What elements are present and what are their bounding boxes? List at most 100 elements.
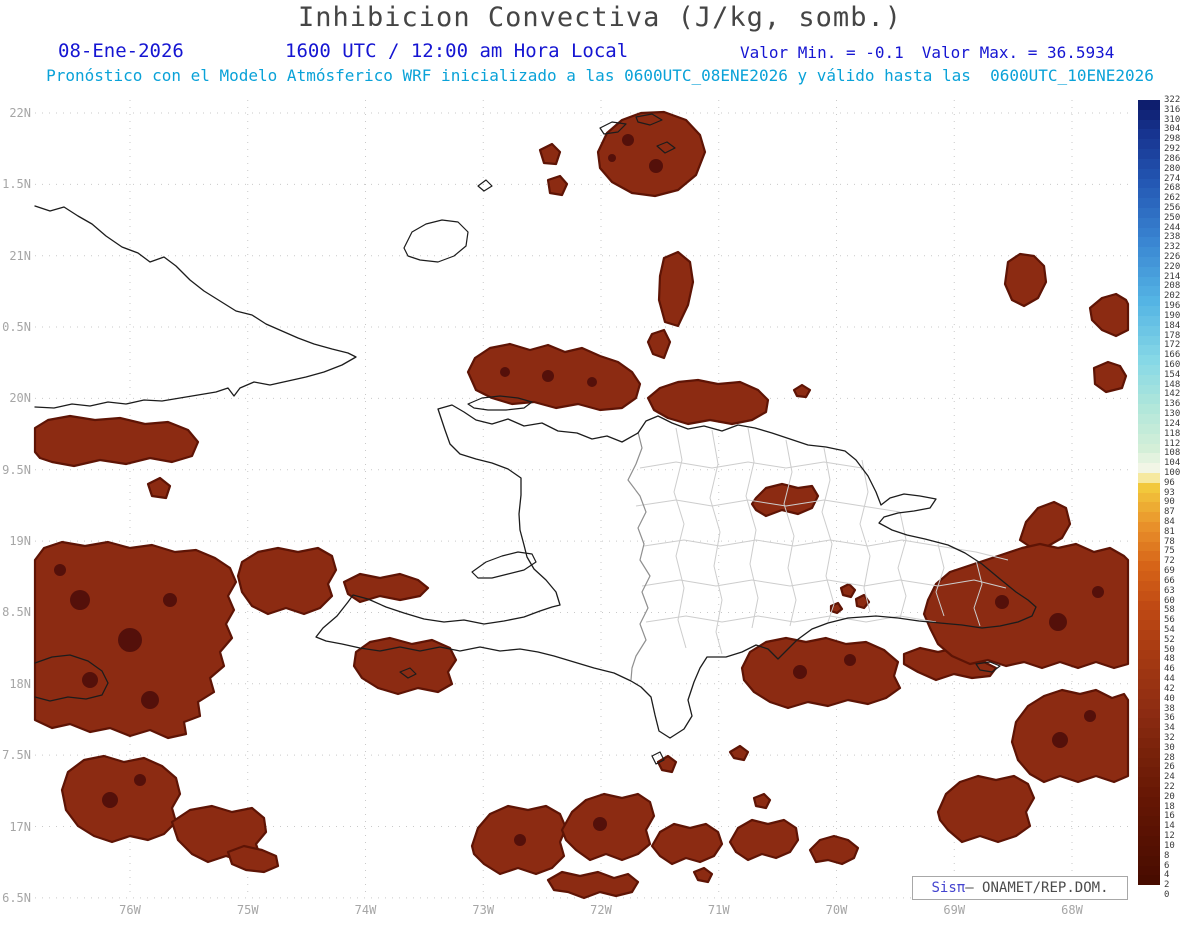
colorbar-cell — [1138, 845, 1160, 857]
colorbar-cell — [1138, 816, 1160, 827]
lon-tick-label: 73W — [472, 903, 495, 917]
cin-area — [33, 414, 200, 468]
colorbar-cell — [1138, 453, 1160, 464]
colorbar-tick-label: 178 — [1164, 330, 1181, 341]
cin-area — [226, 844, 280, 874]
colorbar-tick-label: 40 — [1164, 693, 1175, 704]
colorbar-cell — [1138, 414, 1160, 425]
colorbar-cell — [1138, 551, 1160, 562]
cin-area — [1018, 500, 1072, 550]
island-saona — [975, 661, 1001, 673]
lat-tick-label: 20N — [9, 391, 31, 406]
colorbar-tick-label: 166 — [1164, 350, 1181, 361]
cin-dark-spot — [542, 370, 554, 382]
cin-area — [656, 754, 678, 774]
province-boundary — [935, 543, 945, 617]
cin-dark-spot — [141, 691, 159, 709]
colorbar-cell — [1138, 806, 1160, 818]
cin-dark-spot — [1084, 710, 1096, 722]
lon-tick-label: 74W — [354, 903, 377, 917]
colorbar-tick-label: 190 — [1164, 310, 1181, 321]
colorbar-cell — [1138, 433, 1160, 445]
colorbar-cell — [1138, 139, 1160, 150]
cin-dark-spot — [1049, 613, 1067, 631]
colorbar-tick-label: 34 — [1164, 723, 1175, 734]
province-boundary — [645, 615, 937, 623]
lat-tick-label: 17N — [9, 819, 31, 834]
colorbar-tick-label: 226 — [1164, 252, 1181, 263]
colorbar-cell — [1138, 198, 1160, 209]
colorbar-cell — [1138, 384, 1160, 396]
lat-tick-label: 9.5N — [2, 462, 31, 477]
colorbar-tick-label: 112 — [1164, 438, 1181, 449]
island-vache — [399, 667, 417, 679]
haiti-dr-border — [627, 431, 651, 681]
island-caicos-1 — [599, 121, 627, 135]
cin-area — [657, 250, 695, 328]
cin-dark-spot — [587, 377, 597, 387]
colorbar-cell — [1138, 590, 1160, 602]
island-small-cay — [477, 179, 493, 192]
colorbar-tick-label: 172 — [1164, 340, 1181, 351]
colorbar-cell — [1138, 335, 1160, 346]
cin-dark-spot — [1092, 586, 1104, 598]
cin-dark-spot — [608, 154, 616, 162]
cin-dark-spot — [82, 672, 98, 688]
island-caicos-2 — [635, 113, 663, 126]
colorbar-cell — [1138, 129, 1160, 140]
lon-tick-label: 68W — [1061, 903, 1083, 917]
colorbar-cell — [1138, 119, 1160, 131]
colorbar-tick-label: 63 — [1164, 585, 1175, 596]
cin-area — [466, 342, 642, 412]
cin-area — [1088, 292, 1130, 338]
colorbar-tick-label: 244 — [1164, 222, 1181, 233]
colorbar-tick-label: 52 — [1164, 634, 1175, 645]
colorbar-cell — [1138, 100, 1160, 111]
colorbar-cell — [1138, 796, 1160, 808]
cin-area — [650, 822, 724, 866]
colorbar-cell — [1138, 365, 1160, 376]
colorbar-tick-label: 93 — [1164, 487, 1175, 498]
colorbar-tick-label: 238 — [1164, 232, 1181, 243]
island-caicos-3 — [656, 141, 676, 154]
credit-box: Sisπ — ONAMET/REP.DOM. — [912, 876, 1128, 900]
colorbar-tick-label: 196 — [1164, 301, 1181, 312]
colorbar-tick-label: 214 — [1164, 271, 1181, 282]
island-tortuga — [467, 395, 533, 411]
coast-hispaniola — [315, 404, 1037, 739]
colorbar-cell — [1138, 728, 1160, 739]
colorbar-cell — [1138, 777, 1160, 788]
colorbar-cell — [1138, 787, 1160, 798]
cin-area — [596, 110, 707, 198]
colorbar-tick-label: 104 — [1164, 458, 1181, 469]
colorbar-cell — [1138, 737, 1160, 749]
cin-dark-spot — [102, 792, 118, 808]
lon-tick-label: 71W — [707, 903, 730, 917]
lat-tick-label: 8.5N — [2, 605, 31, 620]
colorbar-cell — [1138, 315, 1160, 327]
colorbar-cell — [1138, 767, 1160, 778]
colorbar-tick-label: 10 — [1164, 840, 1175, 851]
colorbar-tick-label: 4 — [1164, 870, 1170, 881]
colorbar-cell — [1138, 492, 1160, 503]
colorbar-tick-label: 232 — [1164, 242, 1181, 253]
colorbar-tick-label: 310 — [1164, 114, 1181, 125]
colorbar-tick-label: 316 — [1164, 104, 1181, 115]
colorbar-tick-label: 75 — [1164, 546, 1175, 557]
cin-dark-spot — [163, 593, 177, 607]
colorbar-cell — [1138, 266, 1160, 278]
colorbar-cell — [1138, 109, 1160, 121]
cin-dark-spot — [844, 654, 856, 666]
colorbar-cell — [1138, 600, 1160, 611]
province-boundary — [709, 429, 723, 655]
colorbar-tick-label: 69 — [1164, 566, 1175, 577]
colorbar-cell — [1138, 688, 1160, 700]
colorbar-tick-label: 256 — [1164, 202, 1181, 213]
colorbar-tick-label: 286 — [1164, 153, 1181, 164]
colorbar-tick-label: 18 — [1164, 801, 1175, 812]
colorbar-tick-label: 87 — [1164, 507, 1175, 518]
forecast-info-line: Pronóstico con el Modelo Atmósferico WRF… — [46, 66, 1154, 85]
colorbar-tick-label: 42 — [1164, 683, 1175, 694]
colorbar-cell — [1138, 355, 1160, 366]
cin-area — [342, 572, 430, 604]
